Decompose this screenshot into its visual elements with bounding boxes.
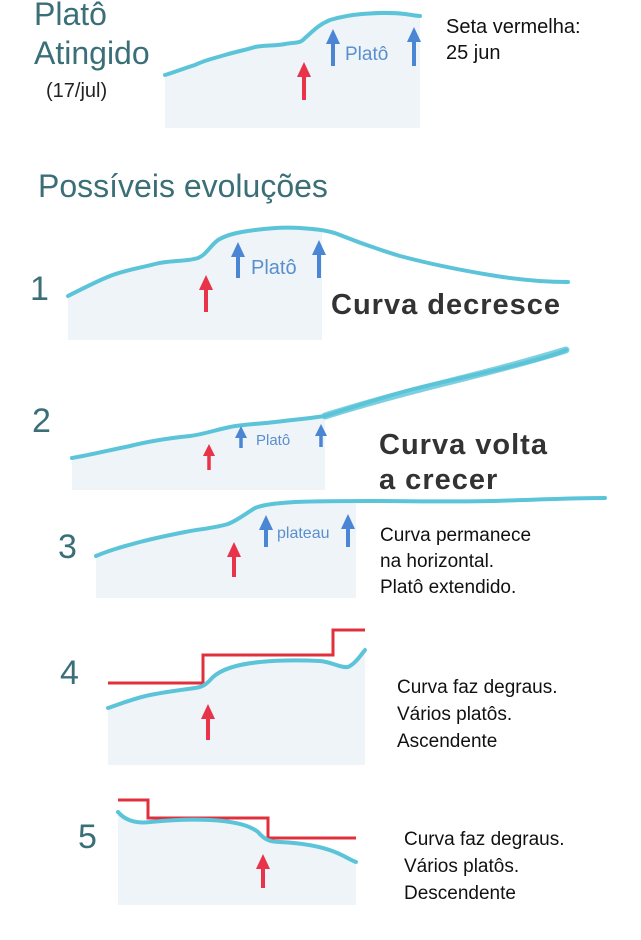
- legend-line1: Seta vermelha:: [446, 16, 581, 38]
- evolution-1-curve: [66, 225, 570, 298]
- evolution-3-desc-line1: Curva permanece: [380, 525, 532, 546]
- evolution-3-panel: [94, 496, 607, 598]
- evolution-5-desc-line2: Vários platôs.: [404, 856, 520, 877]
- section-heading: Possíveis evoluções: [38, 168, 328, 204]
- red-arrow: [297, 62, 311, 100]
- evolution-1-desc: Curva decresce: [331, 289, 562, 321]
- evolution-4-fill: [108, 650, 365, 765]
- top-title-line2: Atingido: [34, 35, 150, 71]
- red-arrow: [199, 275, 213, 312]
- evolution-5-desc-line3: Descendente: [404, 883, 516, 904]
- evolution-2-number: 2: [32, 402, 51, 440]
- evolution-4-number: 4: [60, 654, 79, 692]
- evolution-2-fill: [72, 416, 325, 490]
- evolution-1-label: Platô: [251, 257, 297, 279]
- evolution-2-desc-line2: a crecer: [379, 464, 499, 496]
- evolution-5-curve: [116, 810, 358, 864]
- evolution-1-panel: [66, 225, 570, 340]
- top-panel-fill: [165, 14, 420, 128]
- blue-arrow: [315, 424, 327, 447]
- top-title-line1: Platô: [34, 0, 107, 32]
- evolution-3-label: plateau: [277, 525, 330, 542]
- evolution-5-number: 5: [78, 818, 97, 856]
- red-arrow: [227, 542, 241, 577]
- blue-arrow: [235, 426, 247, 448]
- red-arrow: [201, 704, 215, 740]
- legend-line2: 25 jun: [446, 42, 501, 64]
- evolution-3-desc-line3: Platô extendido.: [380, 577, 517, 598]
- blue-arrow: [407, 27, 421, 66]
- evolution-1-fill: [68, 228, 322, 340]
- blue-arrow: [259, 515, 273, 547]
- evolution-3-fill: [96, 501, 356, 598]
- blue-arrow: [231, 242, 245, 278]
- evolution-1-number: 1: [30, 270, 49, 308]
- evolution-5-panel: [116, 798, 358, 905]
- red-arrow: [256, 854, 270, 888]
- evolution-2-panel: [70, 346, 570, 490]
- evolution-2-rise: [321, 346, 570, 420]
- top-curve-label: Platô: [345, 44, 389, 65]
- evolution-2-label: Platô: [256, 432, 291, 449]
- evolution-4-desc-line2: Vários platôs.: [397, 704, 513, 725]
- evolution-3-number: 3: [58, 528, 77, 566]
- red-arrow: [203, 444, 215, 470]
- evolution-3-desc-line2: na horizontal.: [380, 551, 495, 572]
- blue-arrow: [312, 240, 326, 278]
- top-date: (17/jul): [46, 80, 108, 102]
- evolution-2-desc-line1: Curva volta: [379, 429, 548, 461]
- evolution-3-curve: [94, 496, 607, 558]
- blue-arrow: [341, 514, 355, 547]
- evolution-4-desc-line3: Ascendente: [397, 731, 498, 752]
- evolution-5-fill: [118, 812, 356, 905]
- top-panel-curve: [163, 10, 422, 77]
- blue-arrow: [326, 29, 340, 66]
- top-panel: [163, 10, 422, 128]
- evolution-4-desc-line1: Curva faz degraus.: [397, 677, 558, 698]
- evolution-5-desc-line1: Curva faz degraus.: [404, 829, 565, 850]
- evolution-4-panel: [106, 628, 367, 765]
- evolution-4-curve: [106, 648, 367, 710]
- evolution-4-step: [108, 628, 365, 685]
